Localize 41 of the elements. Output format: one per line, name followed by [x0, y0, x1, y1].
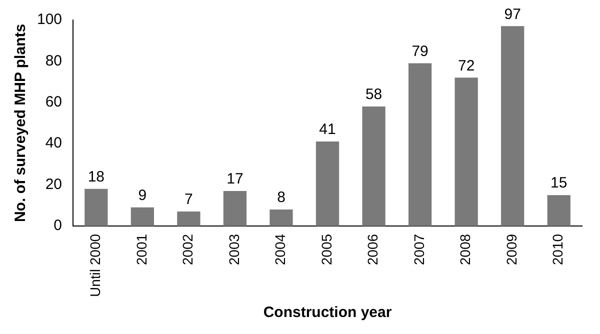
- bar: [454, 78, 478, 226]
- data-label: 7: [184, 191, 193, 208]
- data-label: 58: [365, 86, 382, 104]
- data-label: 41: [319, 121, 336, 138]
- bar: [362, 106, 386, 226]
- y-tick-label: 0: [54, 217, 62, 234]
- x-tick-label: 2005: [318, 234, 334, 266]
- x-tick-label: 2010: [550, 234, 566, 266]
- x-tick-label: 2004: [272, 234, 288, 266]
- x-tick-label: 2006: [364, 234, 381, 266]
- data-label: 18: [88, 168, 105, 186]
- data-label: 17: [226, 170, 244, 188]
- data-label: 15: [550, 174, 568, 192]
- x-tick-label: Until 2000: [87, 234, 104, 298]
- bar: [547, 195, 570, 226]
- bar: [501, 26, 524, 226]
- data-label: 72: [458, 57, 475, 74]
- bar: [408, 63, 432, 226]
- data-label: 8: [277, 189, 286, 206]
- x-tick-label: 2007: [410, 234, 427, 266]
- y-tick-label: 100: [36, 11, 62, 28]
- y-tick-label: 80: [45, 52, 62, 70]
- y-tick-label: 20: [45, 176, 62, 193]
- data-label: 79: [412, 42, 428, 60]
- bar: [177, 212, 200, 226]
- x-tick-label: 2008: [457, 234, 474, 266]
- y-tick-label: 60: [45, 94, 62, 111]
- y-tick-label: 40: [45, 134, 62, 152]
- x-tick-label: 2002: [180, 234, 196, 266]
- x-tick-label: 2001: [133, 234, 150, 266]
- x-tick-label: 2009: [503, 234, 520, 266]
- bar: [316, 142, 340, 226]
- x-axis-title: Construction year: [263, 304, 392, 322]
- bar: [84, 188, 108, 226]
- bar: [130, 207, 154, 226]
- x-tick-label: 2003: [226, 234, 242, 266]
- bar: [223, 190, 247, 226]
- y-axis-title: No. of surveyed MHP plants: [12, 24, 30, 222]
- data-label: 97: [504, 6, 521, 23]
- bar: [270, 209, 293, 226]
- data-label: 9: [138, 187, 147, 204]
